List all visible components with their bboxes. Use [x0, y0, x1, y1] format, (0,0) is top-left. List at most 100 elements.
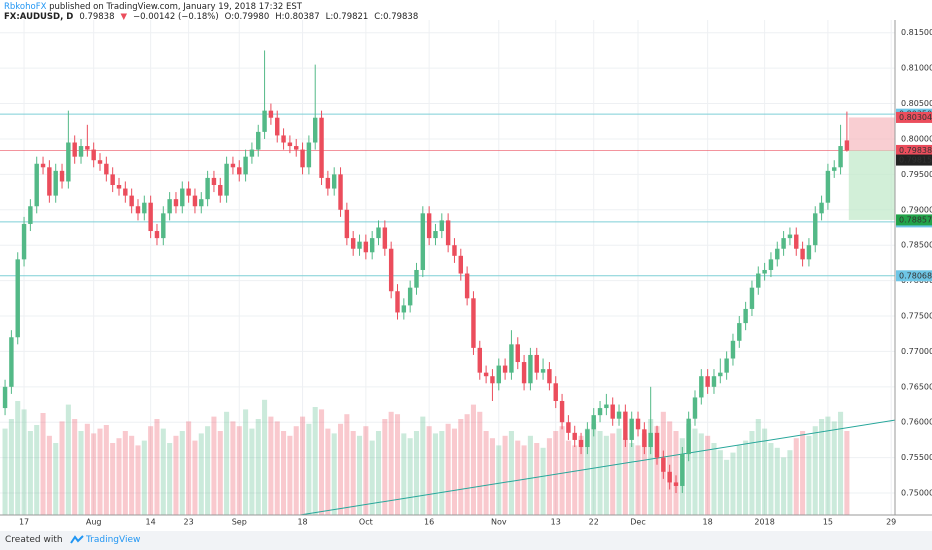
candle-body: [553, 383, 558, 401]
candle-body: [800, 248, 805, 260]
volume-bar: [591, 423, 597, 515]
candle-body: [142, 202, 147, 214]
volume-bar: [736, 445, 742, 515]
close: C:0.79838: [374, 12, 419, 22]
candle-body: [730, 340, 736, 359]
volume-bar: [502, 435, 508, 515]
volume-bar: [812, 426, 818, 515]
candle-body: [635, 418, 641, 430]
volume-bar: [584, 428, 590, 515]
volume-bar: [179, 431, 185, 515]
volume-bar: [508, 431, 514, 515]
candle-body: [743, 308, 748, 324]
candle-body: [794, 234, 799, 249]
x-tick-label: 22: [589, 518, 599, 527]
candle-body: [781, 238, 786, 249]
y-tick-label: 0.79500: [901, 170, 932, 179]
candle-body: [420, 213, 426, 270]
volume-bar: [394, 414, 401, 515]
volume-bar: [306, 423, 312, 515]
volume-bar: [59, 421, 65, 515]
candle-body: [654, 432, 660, 458]
candle-body: [319, 117, 324, 178]
candle-body: [85, 146, 90, 150]
volume-bar: [72, 419, 78, 515]
volume-bar: [344, 414, 350, 515]
candle-body: [218, 185, 223, 196]
candle-body: [692, 397, 698, 419]
volume-bar: [648, 419, 654, 515]
candle-body: [477, 347, 482, 373]
volume-bar: [27, 431, 33, 515]
x-tick-label: Dec: [630, 518, 645, 527]
candle-body: [718, 372, 723, 377]
volume-bar: [375, 431, 382, 515]
volume-bar: [129, 435, 135, 515]
volume-bar: [806, 435, 812, 515]
volume-bar: [743, 440, 749, 515]
volume-bar: [356, 435, 363, 515]
volume-bar: [686, 423, 692, 515]
volume-bar: [515, 440, 521, 515]
volume-bar: [603, 435, 609, 515]
volume-bar: [464, 414, 470, 515]
volume-bar: [477, 411, 483, 515]
volume-bar: [268, 416, 274, 515]
candle-body: [673, 482, 679, 486]
candle-body: [199, 199, 204, 207]
candle-body: [648, 432, 653, 448]
candle-body: [331, 174, 337, 189]
candle-body: [338, 174, 343, 210]
y-tick-label: 0.75000: [901, 489, 932, 498]
price-badge: [896, 154, 932, 166]
x-tick-label: 15: [823, 518, 833, 527]
volume-bar: [274, 421, 280, 515]
volume-bar: [572, 445, 578, 515]
candle-body: [312, 117, 318, 143]
candle-body: [566, 422, 571, 433]
y-tick-label: 0.81500: [901, 28, 932, 37]
author[interactable]: RbkohoFX: [4, 2, 47, 12]
candle-body: [502, 365, 508, 373]
candle-body: [464, 273, 470, 299]
volume-bar: [84, 423, 90, 515]
candle-body: [426, 213, 432, 239]
candle-body: [667, 471, 672, 483]
volume-bar: [831, 421, 837, 515]
candle-body: [401, 305, 407, 313]
volume-bar: [388, 411, 394, 515]
candle-body: [369, 238, 375, 253]
chart: 0.75000 0.75500 0.76000 0.76500 0.77000 0.775…: [0, 20, 932, 527]
candle-body: [34, 163, 39, 207]
candle-body: [281, 135, 286, 143]
candle-body: [173, 199, 179, 207]
volume-bar: [230, 421, 236, 515]
volume-bar: [774, 447, 780, 515]
price-badge: [896, 144, 932, 156]
volume-bar: [262, 399, 268, 515]
candle-body: [306, 142, 312, 168]
x-tick-label: 13: [551, 518, 561, 527]
price-badge-label: 0.79815: [899, 156, 932, 165]
x-tick-label: 16: [424, 518, 434, 527]
arrow: ▼: [120, 12, 127, 22]
y-tick-label: 0.76500: [901, 382, 932, 391]
candle-body: [135, 206, 141, 214]
candle-body: [243, 156, 248, 175]
candle-body: [483, 372, 489, 377]
candle-body: [452, 245, 457, 256]
candle-body: [110, 174, 115, 185]
volume-bar: [312, 407, 318, 515]
volume-bar: [534, 443, 540, 515]
candle-body: [762, 269, 767, 274]
volume-bar: [540, 447, 546, 515]
candle-body: [192, 195, 198, 207]
candle-body: [832, 167, 837, 171]
volume-bar: [110, 443, 116, 515]
candle-body: [737, 323, 742, 341]
candle-body: [585, 429, 590, 448]
volume-bar: [711, 443, 717, 515]
candle-body: [616, 411, 622, 419]
brand[interactable]: TradingView: [86, 535, 141, 545]
candle-body: [15, 259, 20, 338]
